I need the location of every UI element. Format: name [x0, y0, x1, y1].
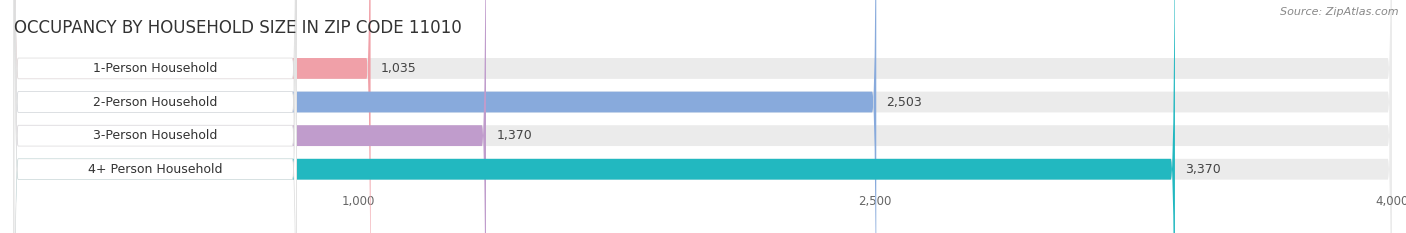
FancyBboxPatch shape — [14, 0, 297, 233]
Text: 2,503: 2,503 — [887, 96, 922, 109]
FancyBboxPatch shape — [14, 0, 876, 233]
Text: 3,370: 3,370 — [1185, 163, 1220, 176]
FancyBboxPatch shape — [14, 0, 486, 233]
FancyBboxPatch shape — [14, 0, 1392, 233]
Text: 3-Person Household: 3-Person Household — [93, 129, 218, 142]
FancyBboxPatch shape — [14, 0, 371, 233]
FancyBboxPatch shape — [14, 0, 297, 233]
Text: 1,035: 1,035 — [381, 62, 416, 75]
Text: 1,370: 1,370 — [496, 129, 531, 142]
FancyBboxPatch shape — [14, 0, 1392, 233]
FancyBboxPatch shape — [14, 0, 1175, 233]
Text: 2-Person Household: 2-Person Household — [93, 96, 218, 109]
FancyBboxPatch shape — [14, 0, 1392, 233]
FancyBboxPatch shape — [14, 0, 297, 233]
FancyBboxPatch shape — [14, 0, 297, 233]
Text: 1-Person Household: 1-Person Household — [93, 62, 218, 75]
Text: Source: ZipAtlas.com: Source: ZipAtlas.com — [1281, 7, 1399, 17]
FancyBboxPatch shape — [14, 0, 1392, 233]
Text: OCCUPANCY BY HOUSEHOLD SIZE IN ZIP CODE 11010: OCCUPANCY BY HOUSEHOLD SIZE IN ZIP CODE … — [14, 19, 461, 37]
Text: 4+ Person Household: 4+ Person Household — [89, 163, 222, 176]
